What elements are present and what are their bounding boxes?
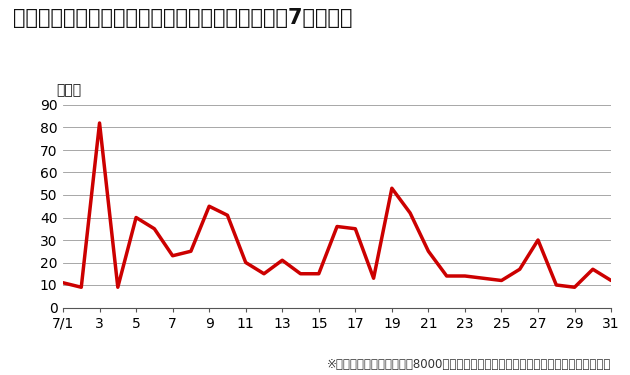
Text: 『エコめがね』による発電ゼロアラート発報数（7月単月）: 『エコめがね』による発電ゼロアラート発報数（7月単月） (13, 8, 352, 27)
Text: （回）: （回） (57, 84, 82, 98)
Text: ※対象は全量買取設備（絉8000箇所）、同一センサによる複数回アラート発報も含む: ※対象は全量買取設備（絉8000箇所）、同一センサによる複数回アラート発報も含む (327, 358, 611, 371)
